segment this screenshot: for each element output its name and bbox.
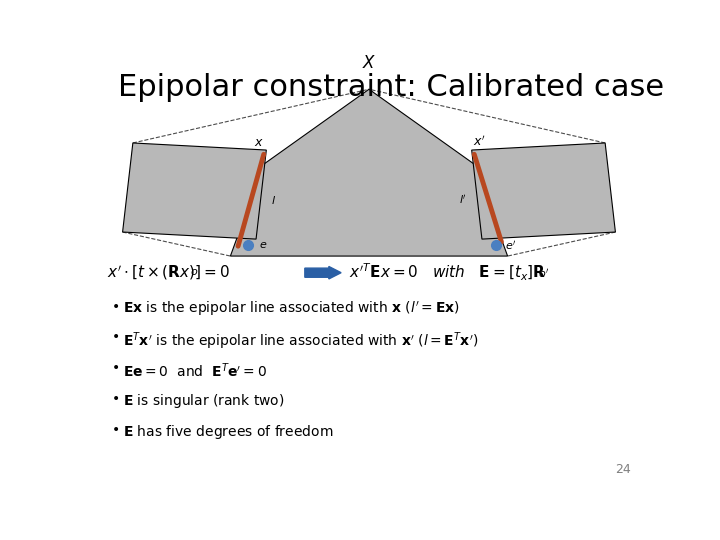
Text: •: • (112, 330, 120, 345)
Text: $o$: $o$ (190, 267, 199, 278)
Text: $x$: $x$ (253, 136, 264, 148)
Text: •: • (112, 361, 120, 375)
Text: Epipolar constraint: Calibrated case: Epipolar constraint: Calibrated case (118, 73, 664, 102)
Text: $\mathbf{E}^T\mathbf{x}'$ is the epipolar line associated with $\mathbf{x}'$ ($l: $\mathbf{E}^T\mathbf{x}'$ is the epipola… (124, 330, 479, 352)
Text: $X$: $X$ (361, 55, 377, 72)
Text: $x' \cdot [t \times (\mathbf{R}x)] = 0$: $x' \cdot [t \times (\mathbf{R}x)] = 0$ (107, 264, 230, 282)
Polygon shape (122, 143, 266, 239)
Text: $\mathbf{E}$ is singular (rank two): $\mathbf{E}$ is singular (rank two) (124, 392, 285, 410)
Text: •: • (112, 392, 120, 406)
Text: $\mathbf{E}\mathbf{x}$ is the epipolar line associated with $\mathbf{x}$ ($l' = : $\mathbf{E}\mathbf{x}$ is the epipolar l… (124, 300, 460, 318)
Text: $\mathbf{E}$ has five degrees of freedom: $\mathbf{E}$ has five degrees of freedom (124, 423, 334, 441)
Text: $o'$: $o'$ (538, 267, 549, 280)
Polygon shape (230, 89, 508, 256)
Text: •: • (112, 423, 120, 437)
Text: $\mathbf{E}\mathbf{e} = 0$  and  $\mathbf{E}^T\mathbf{e}' = 0$: $\mathbf{E}\mathbf{e} = 0$ and $\mathbf{… (124, 361, 267, 380)
Text: $x'$: $x'$ (473, 134, 486, 148)
FancyArrow shape (305, 266, 341, 279)
Text: $l$: $l$ (271, 193, 276, 206)
Text: $x'^T\mathbf{E}x = 0$   with   $\mathbf{E} = [t_x]\mathbf{R}$: $x'^T\mathbf{E}x = 0$ with $\mathbf{E} =… (349, 262, 546, 284)
Text: $l'$: $l'$ (459, 193, 467, 206)
Text: $e'$: $e'$ (505, 239, 516, 252)
Text: $e$: $e$ (258, 240, 267, 251)
Polygon shape (472, 143, 616, 239)
Text: •: • (112, 300, 120, 314)
Text: 24: 24 (616, 463, 631, 476)
